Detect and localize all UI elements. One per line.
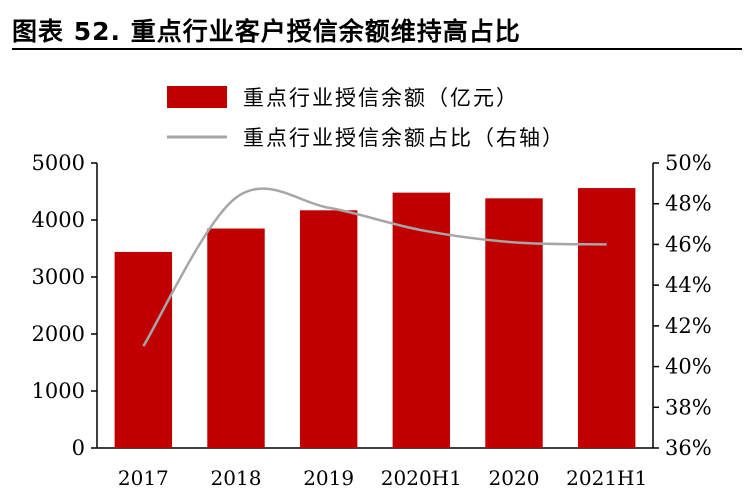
axes — [91, 162, 659, 449]
line-series — [142, 187, 607, 347]
x-tick-label: 2020 — [489, 466, 540, 490]
left-tick-label: 4000 — [32, 208, 85, 232]
bar — [392, 192, 451, 448]
left-tick-label: 1000 — [32, 379, 85, 403]
title-block: 图表 52. 重点行业客户授信余额维持高占比 — [12, 8, 742, 50]
tick-labels: 0 1000 2000 3000 4000 5000 36% 38% 40% 42% 44% 46% 4… — [32, 151, 712, 490]
right-tick-label: 42% — [665, 314, 712, 338]
x-tick-label: 2021H1 — [566, 466, 647, 490]
legend: 重点行业授信余额（亿元） 重点行业授信余额占比（右轴） — [167, 86, 565, 150]
right-tick-label: 40% — [665, 355, 712, 379]
x-tick-label: 2017 — [118, 466, 169, 490]
share-line — [142, 187, 607, 347]
right-tick-label: 46% — [665, 232, 712, 256]
right-tick-label: 36% — [665, 436, 712, 460]
x-tick-label: 2018 — [211, 466, 262, 490]
bar — [207, 228, 265, 448]
legend-bar-label: 重点行业授信余额（亿元） — [243, 86, 519, 110]
legend-bar-swatch — [167, 86, 227, 108]
x-tick-label: 2020H1 — [381, 466, 462, 490]
left-tick-label: 0 — [72, 436, 85, 460]
bar — [485, 198, 543, 448]
right-tick-label: 38% — [665, 395, 712, 419]
bar — [577, 188, 636, 448]
left-tick-label: 3000 — [32, 265, 85, 289]
legend-line-label: 重点行业授信余额占比（右轴） — [243, 126, 565, 150]
bar — [114, 251, 173, 448]
chart-title: 图表 52. 重点行业客户授信余额维持高占比 — [12, 17, 521, 46]
right-tick-label: 48% — [665, 192, 712, 216]
title-underline — [12, 48, 742, 50]
bar — [299, 210, 358, 448]
left-tick-label: 5000 — [32, 151, 85, 175]
right-tick-label: 50% — [665, 151, 712, 175]
bar-series — [114, 188, 636, 448]
x-tick-label: 2019 — [303, 466, 354, 490]
right-tick-label: 44% — [665, 273, 712, 297]
left-tick-label: 2000 — [32, 322, 85, 346]
